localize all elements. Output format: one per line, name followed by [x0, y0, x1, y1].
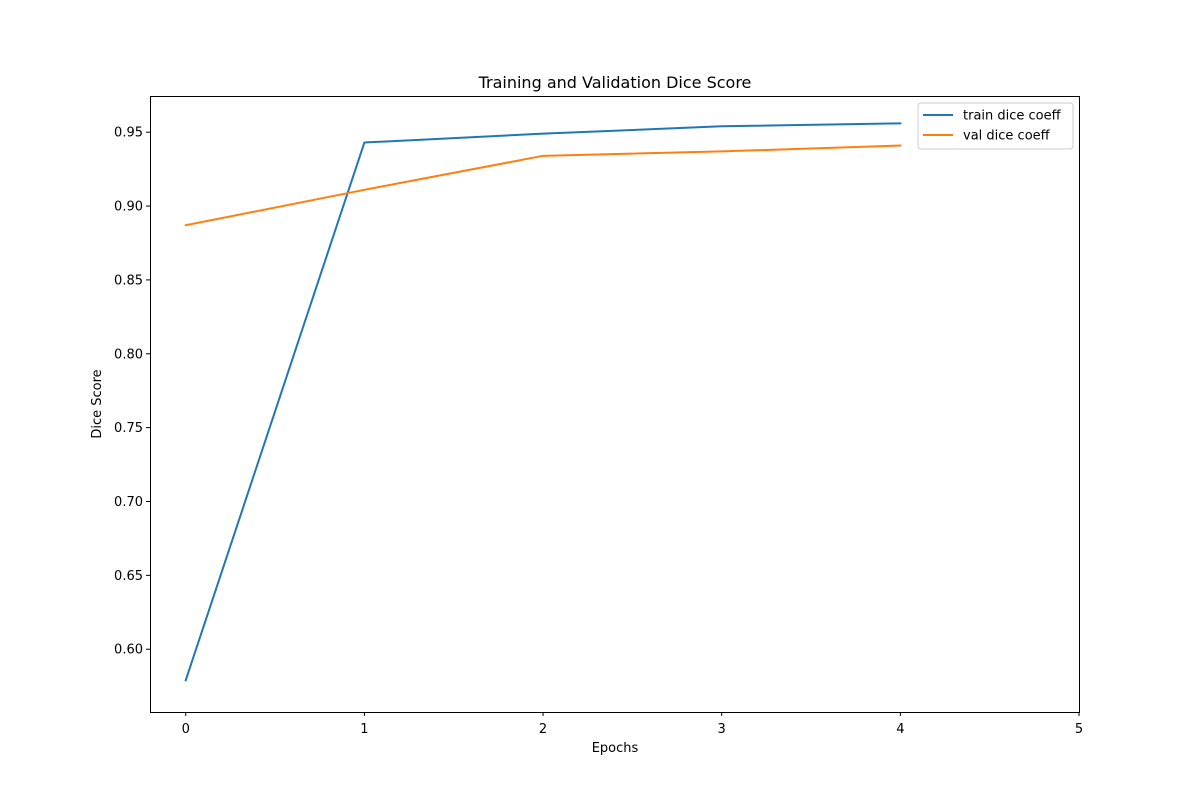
y-tick-label: 0.80 [114, 347, 143, 362]
x-tick-label: 0 [182, 722, 190, 737]
y-tick-label: 0.70 [114, 495, 143, 510]
y-tick-label: 0.75 [114, 421, 143, 436]
plot-frame [150, 96, 1080, 713]
x-tick-label: 4 [896, 722, 904, 737]
x-tick-label: 2 [539, 722, 547, 737]
legend: train dice coeff val dice coeff [917, 102, 1074, 150]
chart-title: Training and Validation Dice Score [478, 73, 752, 92]
legend-label-1: val dice coeff [963, 129, 1051, 144]
series-line-0 [184, 122, 902, 682]
y-tick-label: 0.60 [114, 643, 143, 658]
x-axis-label: Epochs [592, 741, 639, 756]
x-tick-label: 1 [360, 722, 368, 737]
x-axis-ticks: 0 1 2 3 4 5 [182, 712, 1083, 737]
y-tick-label: 0.95 [114, 126, 143, 141]
y-tick-label: 0.90 [114, 200, 143, 215]
y-axis-ticks: 0.60 0.65 0.70 0.75 0.80 0.85 0.90 0.95 [114, 126, 150, 658]
legend-box [917, 102, 1074, 150]
x-tick-label: 3 [718, 722, 726, 737]
y-tick-label: 0.85 [114, 273, 143, 288]
plot-series [184, 122, 902, 682]
series-line-1 [184, 144, 902, 227]
y-tick-label: 0.65 [114, 569, 143, 584]
x-tick-label: 5 [1075, 722, 1083, 737]
y-axis-label: Dice Score [90, 369, 105, 438]
legend-label-0: train dice coeff [963, 109, 1062, 124]
